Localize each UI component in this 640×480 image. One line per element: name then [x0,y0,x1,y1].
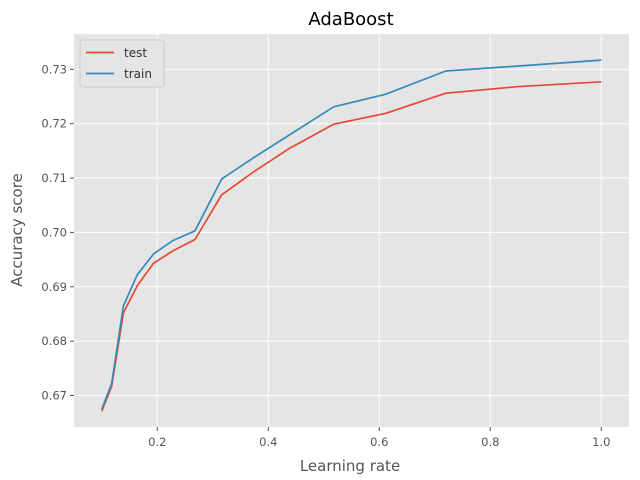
y-tick-label: 0.72 [41,117,67,131]
chart-title: AdaBoost [308,9,393,30]
series-line-test [101,80,602,412]
y-axis-label: Accuracy score [8,173,26,287]
series-line-train [101,59,602,410]
grid [74,34,629,427]
y-tick-label: 0.67 [41,388,67,402]
y-tick-label: 0.69 [41,280,67,294]
legend: test train [79,39,165,88]
x-tick-label: 0.8 [481,435,499,449]
x-tick-label: 1.0 [592,435,610,449]
y-tick-label: 0.68 [41,334,67,348]
x-tick-label: 0.2 [148,435,166,449]
plot-background [74,34,629,427]
x-axis-label: Learning rate [300,457,400,475]
y-ticks: 0.67 0.68 0.69 0.70 0.71 0.72 0.73 [41,62,74,402]
y-tick-label: 0.73 [41,62,67,76]
legend-label-test: test [124,46,147,60]
x-ticks: 0.2 0.4 0.6 0.8 1.0 [148,427,610,449]
x-tick-label: 0.4 [259,435,277,449]
x-tick-label: 0.6 [370,435,388,449]
y-tick-label: 0.71 [41,171,67,185]
y-tick-label: 0.70 [41,225,67,239]
series-lines [101,59,602,412]
legend-label-train: train [124,67,152,81]
